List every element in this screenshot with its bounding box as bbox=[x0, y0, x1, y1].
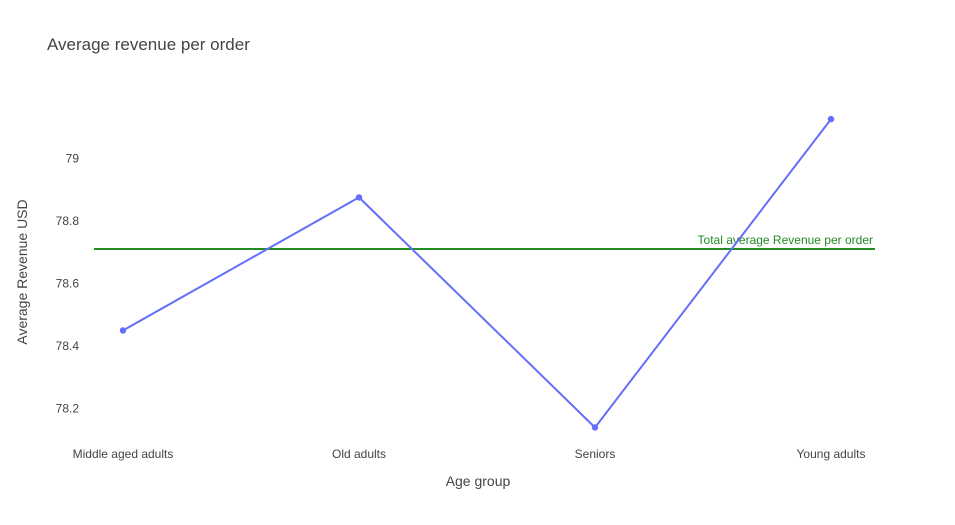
y-tick-label: 79 bbox=[66, 151, 80, 165]
x-tick-label: Seniors bbox=[575, 447, 616, 461]
data-point[interactable] bbox=[119, 327, 127, 334]
y-tick-label: 78.2 bbox=[56, 402, 80, 416]
reference-line-label: Total average Revenue per order bbox=[698, 233, 873, 247]
y-axis-ticks: 78.2 78.4 78.6 78.8 79 bbox=[56, 151, 80, 415]
data-point[interactable] bbox=[591, 424, 599, 431]
chart-title: Average revenue per order bbox=[47, 35, 250, 54]
data-point[interactable] bbox=[827, 115, 835, 123]
x-tick-label: Old adults bbox=[332, 447, 386, 461]
x-tick-label: Middle aged adults bbox=[73, 447, 174, 461]
y-tick-label: 78.8 bbox=[56, 214, 80, 228]
x-tick-label: Young adults bbox=[797, 447, 866, 461]
y-axis-title: Average Revenue USD bbox=[14, 199, 30, 344]
y-tick-label: 78.6 bbox=[56, 276, 80, 290]
series-line bbox=[122, 118, 832, 429]
series-group bbox=[119, 115, 835, 431]
x-axis-ticks: Middle aged adults Old adults Seniors Young… bbox=[73, 447, 866, 461]
x-axis-title: Age group bbox=[446, 473, 511, 489]
reference-line-group: Total average Revenue per order bbox=[94, 233, 875, 251]
data-point[interactable] bbox=[355, 194, 363, 201]
y-tick-label: 78.4 bbox=[56, 339, 80, 353]
